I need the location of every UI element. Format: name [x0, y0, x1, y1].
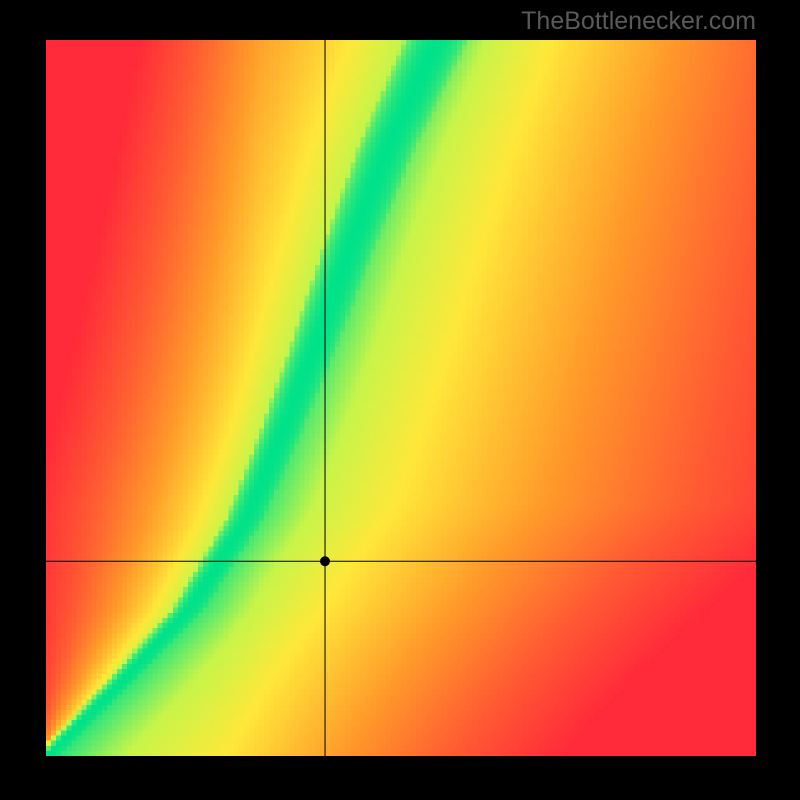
chart-container: { "chart": { "type": "heatmap", "canvas_…: [0, 0, 800, 800]
bottleneck-heatmap: [46, 40, 756, 756]
watermark-text: TheBottlenecker.com: [521, 7, 756, 36]
